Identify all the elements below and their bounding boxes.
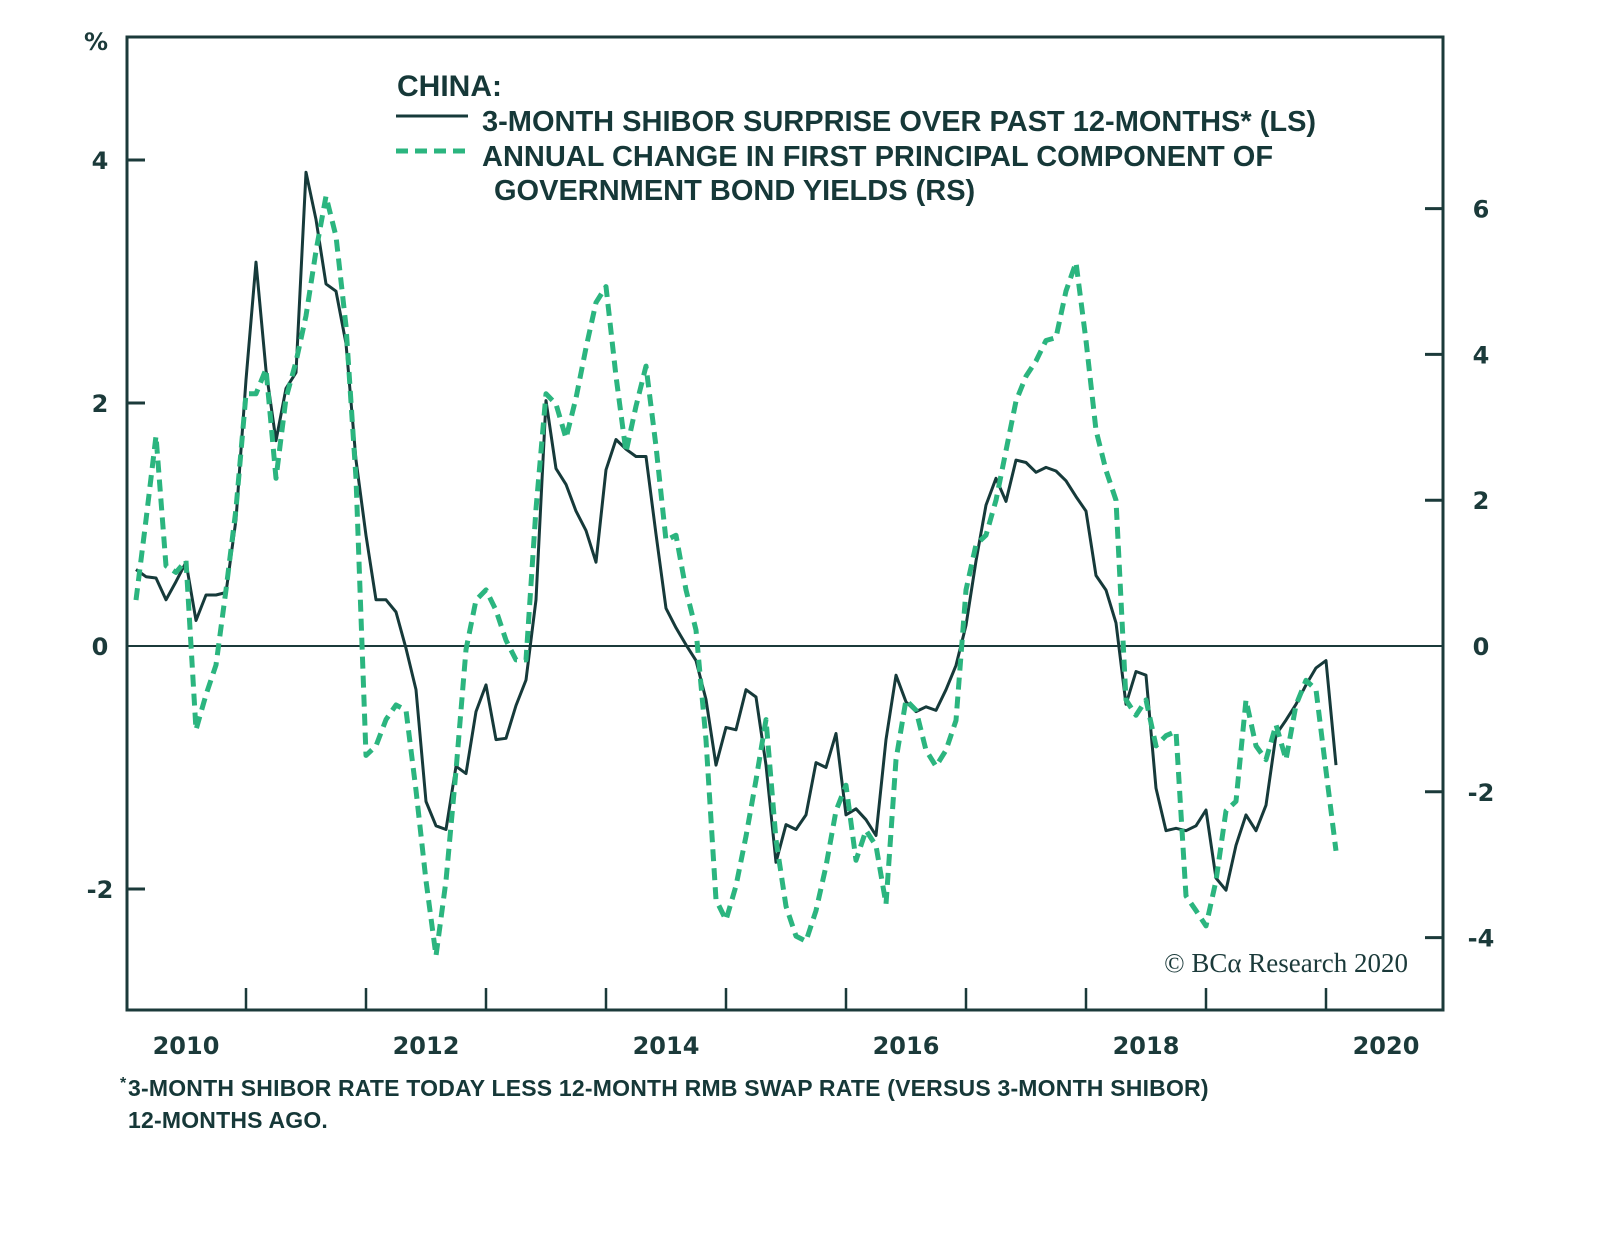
footnote: * 3-MONTH SHIBOR RATE TODAY LESS 12-MONT… bbox=[120, 1072, 1458, 1136]
legend-title: CHINA: bbox=[397, 70, 502, 103]
legend-label-bond-line1: ANNUAL CHANGE IN FIRST PRINCIPAL COMPONE… bbox=[482, 141, 1273, 173]
legend: CHINA: 3-MONTH SHIBOR SURPRISE OVER PAST… bbox=[396, 70, 1316, 207]
footnote-marker: * bbox=[120, 1075, 127, 1092]
series-layer bbox=[133, 170, 1339, 959]
plot-frame bbox=[125, 35, 1445, 1012]
footnote-line-1: 3-MONTH SHIBOR RATE TODAY LESS 12-MONTH … bbox=[128, 1075, 1209, 1101]
right-tick-label: 6 bbox=[1473, 196, 1490, 224]
left-axis: -2 0 2 4 bbox=[87, 147, 145, 904]
right-tick-label: 2 bbox=[1473, 487, 1490, 515]
x-tick-label: 2010 bbox=[153, 1032, 220, 1060]
left-tick-label: 0 bbox=[92, 633, 109, 661]
legend-label-shibor: 3-MONTH SHIBOR SURPRISE OVER PAST 12-MON… bbox=[482, 106, 1316, 138]
series-line-shibor-surprise bbox=[135, 170, 1338, 892]
x-tick-label: 2014 bbox=[633, 1032, 700, 1060]
right-tick-label: -4 bbox=[1468, 925, 1495, 953]
left-tick-label: 2 bbox=[92, 390, 109, 418]
x-tick-label: 2016 bbox=[873, 1032, 940, 1060]
right-tick-label: -2 bbox=[1468, 779, 1495, 807]
legend-label-bond-line2: GOVERNMENT BOND YIELDS (RS) bbox=[494, 175, 975, 207]
x-tick-label: 2018 bbox=[1113, 1032, 1180, 1060]
series-line-bond-yield-pc1 bbox=[133, 193, 1339, 959]
copyright-credit: © BCα Research 2020 bbox=[1164, 948, 1408, 978]
left-tick-label: -2 bbox=[87, 876, 114, 904]
right-tick-label: 4 bbox=[1473, 341, 1490, 369]
right-axis: -4 -2 0 2 4 6 bbox=[1425, 196, 1494, 953]
x-tick-label: 2020 bbox=[1353, 1032, 1420, 1060]
footnote-line-2: 12-MONTHS AGO. bbox=[128, 1107, 329, 1133]
x-tick-label: 2012 bbox=[393, 1032, 460, 1060]
x-axis: 2010 2012 2014 2016 2018 2020 bbox=[153, 988, 1420, 1060]
left-tick-label: 4 bbox=[92, 147, 109, 175]
left-axis-unit-label: % bbox=[84, 28, 108, 56]
right-tick-label: 0 bbox=[1473, 633, 1490, 661]
points-bond-yield-pc1 bbox=[136, 196, 1336, 956]
